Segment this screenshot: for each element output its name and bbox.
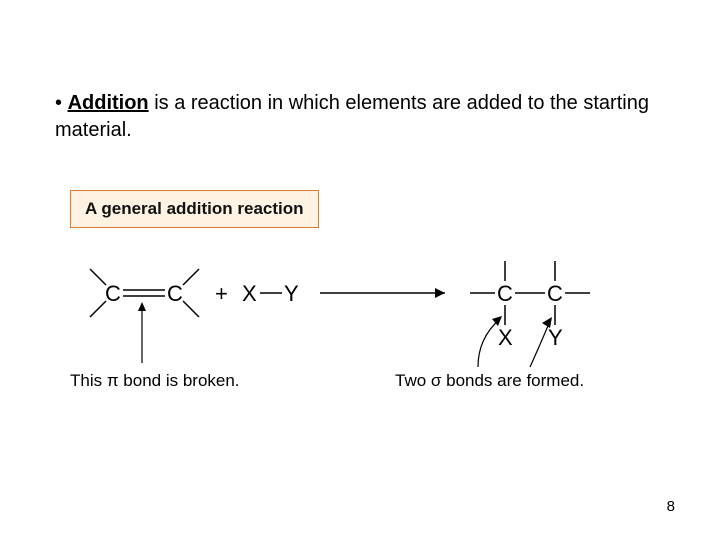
product-c2: C [547, 281, 563, 306]
product-x: X [498, 325, 513, 350]
reaction-arrow [320, 288, 445, 298]
label-box: A general addition reaction [70, 190, 319, 228]
plus-sign: + [215, 281, 228, 306]
reactant-x: X [242, 281, 257, 306]
product-c1: C [497, 281, 513, 306]
bullet-term: Addition [68, 92, 149, 114]
product-y: Y [548, 325, 563, 350]
caption-right: Two σ bonds are formed. [395, 371, 584, 390]
reactant-y: Y [284, 281, 299, 306]
left-pointer-arrow [138, 302, 146, 363]
reaction-svg: C C + X Y C C [70, 253, 630, 423]
caption-left: This π bond is broken. [70, 371, 240, 390]
bullet-text: Addition is a reaction in which elements… [55, 90, 665, 144]
reaction-diagram: A general addition reaction C C + X Y [70, 190, 630, 423]
page-number: 8 [667, 498, 675, 515]
reactant-c1: C [105, 281, 121, 306]
reactant-c2: C [167, 281, 183, 306]
